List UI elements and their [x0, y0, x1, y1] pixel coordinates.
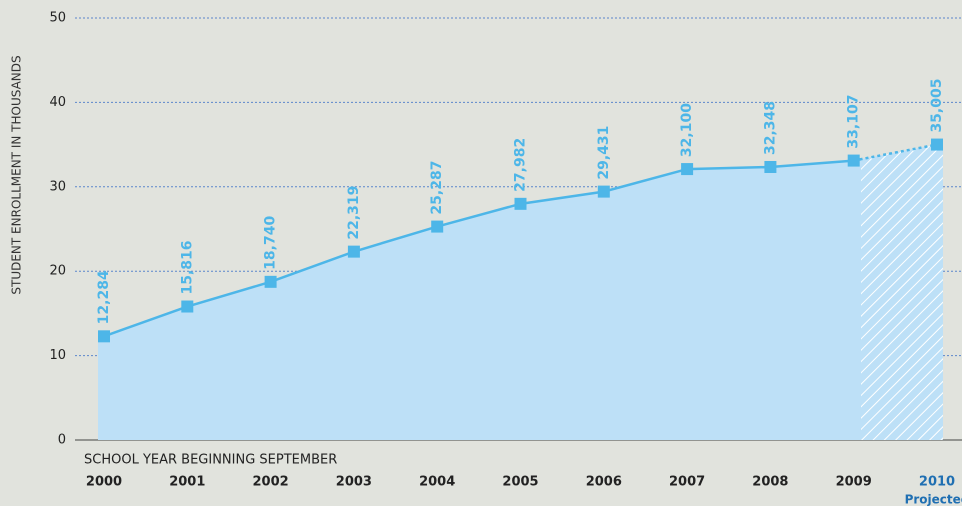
x-tick-label: 2009 [836, 475, 872, 490]
marker [597, 185, 610, 198]
x-tick-label: 2002 [253, 475, 289, 490]
marker [514, 197, 527, 210]
value-label: 15,816 [179, 240, 195, 294]
marker [181, 300, 194, 313]
x-tick-label: 2001 [169, 475, 205, 490]
y-tick-label: 30 [49, 179, 66, 194]
marker [431, 220, 444, 233]
marker [764, 160, 777, 173]
value-label: 33,107 [846, 95, 862, 149]
value-label: 32,348 [762, 101, 778, 155]
marker [347, 245, 360, 258]
value-label: 35,005 [929, 79, 945, 133]
marker [681, 163, 694, 176]
projected-label: Projected [905, 493, 962, 506]
value-label: 32,100 [679, 103, 695, 157]
y-tick-label: 40 [49, 95, 66, 110]
value-label: 25,287 [429, 161, 445, 215]
x-tick-label: 2000 [86, 475, 122, 490]
value-label: 18,740 [263, 216, 279, 270]
x-tick-label: 2005 [502, 475, 538, 490]
projection-line [853, 143, 938, 162]
y-tick-label: 10 [49, 348, 66, 363]
y-tick-label: 50 [49, 11, 66, 26]
value-label: 22,319 [346, 186, 362, 240]
x-axis-title: SCHOOL YEAR BEGINNING SEPTEMBER [84, 453, 337, 468]
value-label: 27,982 [513, 138, 529, 192]
y-axis-title: STUDENT ENROLLMENT IN THOUSANDS [10, 55, 24, 294]
area [98, 159, 861, 440]
marker [264, 275, 277, 288]
x-tick-label: 2004 [419, 475, 455, 490]
x-tick-label: 2007 [669, 475, 705, 490]
x-tick-label: 2010 [919, 475, 955, 490]
y-tick-label: 0 [58, 433, 66, 448]
x-tick-label: 2003 [336, 475, 372, 490]
x-tick-label: 2006 [586, 475, 622, 490]
x-tick-label: 2008 [752, 475, 788, 490]
value-label: 12,284 [96, 270, 112, 324]
marker [931, 138, 943, 151]
marker [98, 330, 110, 343]
marker [847, 154, 860, 167]
y-tick-label: 20 [49, 264, 66, 279]
value-label: 29,431 [596, 126, 612, 180]
projected-area [861, 144, 943, 440]
